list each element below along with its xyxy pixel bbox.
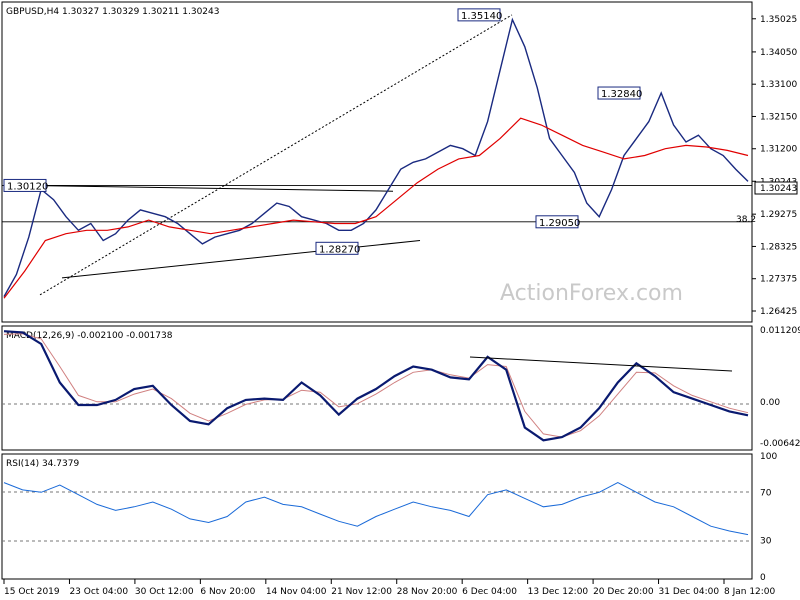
trend-line: [29, 184, 394, 192]
rsi-title: RSI(14) 34.7379: [6, 459, 79, 469]
rsi-tick-label: 30: [760, 537, 772, 547]
main-title: GBPUSD,H4 1.30327 1.30329 1.30211 1.3024…: [6, 7, 219, 17]
x-tick-label: 23 Oct 04:00: [69, 587, 128, 597]
rsi-tick-label: 70: [760, 488, 772, 498]
current-price-box: [754, 181, 798, 195]
x-tick-label: 8 Jan 12:00: [724, 587, 776, 597]
annotation-box: [535, 215, 579, 229]
main-series-group: [2, 14, 752, 299]
price-tick-label: 1.34050: [760, 48, 797, 58]
annotation-box: [597, 86, 641, 100]
x-tick-label: 6 Nov 20:00: [200, 587, 255, 597]
macd-tick-label: 0.011209: [760, 326, 800, 336]
x-tick-label: 6 Dec 04:00: [462, 587, 517, 597]
macd-title: MACD(12,26,9) -0.002100 -0.001738: [6, 331, 173, 341]
fib-label: 38.2: [736, 215, 756, 225]
rsi-series-group: [3, 482, 749, 536]
price-tick-label: 1.31200: [760, 145, 797, 155]
x-tick-label: 14 Nov 04:00: [266, 587, 327, 597]
annotation-label: 1.35140: [461, 11, 502, 22]
moving-average: [3, 117, 749, 299]
x-tick-label: 13 Dec 12:00: [528, 587, 589, 597]
price-tick-label: 1.35025: [760, 15, 797, 25]
macd-tick-label: 0.00: [760, 398, 780, 408]
annotation-label: 1.28270: [319, 244, 360, 255]
annotation-label: 1.30120: [7, 181, 48, 192]
macd-trend-line: [469, 356, 733, 372]
x-tick-label: 30 Oct 12:00: [135, 587, 194, 597]
rsi-tick-label: 100: [760, 452, 777, 462]
price-series: [3, 17, 749, 297]
watermark: ActionForex.com: [500, 281, 683, 306]
price-tick-label: 1.32150: [760, 112, 797, 122]
annotation-label: 1.32840: [601, 89, 642, 100]
price-axis: 1.35025 1.34050 1.33100 1.32150 1.31200 1.302…: [752, 15, 798, 317]
x-tick-label: 21 Nov 12:00: [331, 587, 392, 597]
price-tick-label: 1.27375: [760, 275, 797, 285]
price-annotations: 1.35140 1.32840 1.29050 1.28270 1.30120: [3, 8, 642, 255]
current-price-label: 1.30243: [760, 184, 797, 194]
macd-ticks: 0.011209 0.00 -0.00642: [760, 326, 800, 449]
x-tick-label: 20 Dec 20:00: [593, 587, 654, 597]
price-tick-label: 1.33100: [760, 80, 797, 90]
price-tick-label: 1.28325: [760, 242, 797, 252]
x-tick-label: 31 Dec 04:00: [659, 587, 720, 597]
price-ticks: 1.35025 1.34050 1.33100 1.32150 1.31200 1.302…: [752, 15, 797, 317]
trend-line: [61, 239, 421, 279]
macd-series-group: [3, 330, 749, 442]
price-tick-label: 1.29275: [760, 210, 797, 220]
rsi-tick-label: 0: [760, 573, 766, 583]
main-panel: [1, 1, 753, 323]
rsi-ticks: 100 70 30 0: [760, 452, 777, 583]
rsi-line: [3, 482, 749, 536]
dotted-trend-line: [39, 14, 513, 296]
annotation-box: [315, 241, 359, 255]
annotation-label: 1.29050: [539, 218, 580, 229]
x-tick-label: 15 Oct 2019: [4, 587, 60, 597]
macd-signal-line: [3, 333, 749, 438]
annotation-box: [457, 8, 501, 22]
x-tick-label: 28 Nov 20:00: [397, 587, 458, 597]
annotation-box: [3, 178, 47, 192]
time-axis: 15 Oct 2019 23 Oct 04:00 30 Oct 12:00 6 Nov…: [3, 579, 776, 597]
macd-tick-label: -0.00642: [760, 439, 800, 449]
price-tick-label: 1.26425: [760, 307, 797, 317]
macd-line: [3, 330, 749, 442]
